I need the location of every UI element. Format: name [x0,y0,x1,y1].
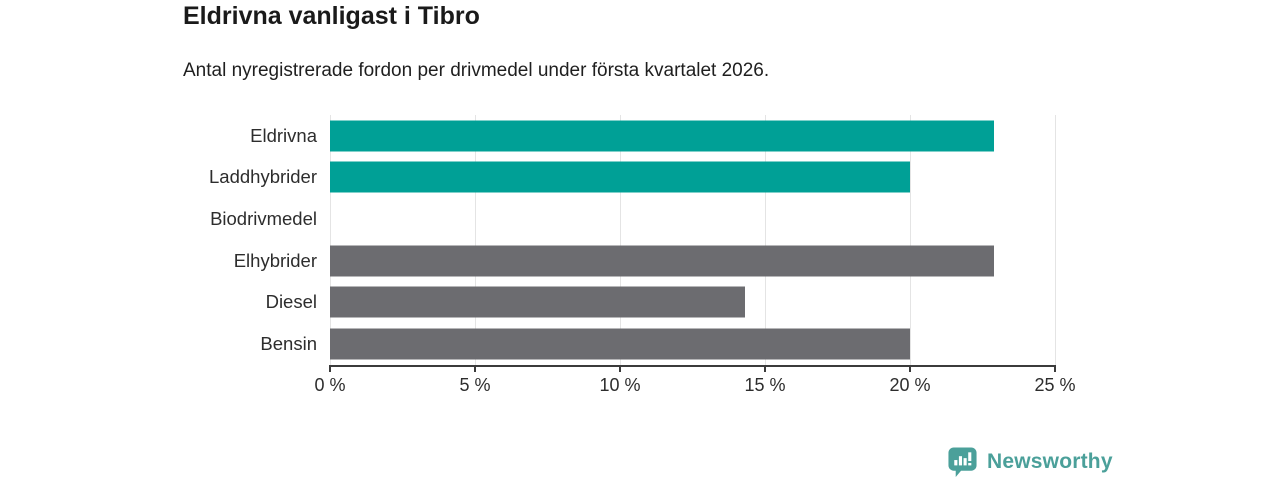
gridline [620,115,621,365]
bar-bensin [330,328,910,360]
bar-row: Elhybrider [234,240,1055,282]
axis-tick [909,365,911,372]
newsworthy-logo[interactable]: Newsworthy [947,446,1113,478]
chart-title: Eldrivna vanligast i Tibro [183,2,480,30]
gridline [765,115,766,365]
axis-tick-label: 0 % [314,375,346,395]
category-label: Diesel [265,291,317,313]
chart-subtitle: Antal nyregistrerade fordon per drivmede… [183,60,770,81]
bar-diesel [330,286,745,318]
axis-tick-label: 10 % [599,375,641,395]
bar-row: Diesel [266,282,1055,324]
gridline [475,115,476,365]
newsworthy-logo-text: Newsworthy [987,450,1113,473]
bar-row: Bensin [260,323,1055,365]
bar-row: Eldrivna [250,115,1055,157]
category-label: Eldrivna [250,124,317,146]
gridline [910,115,911,365]
axis-tick [1054,365,1056,372]
bar-laddhybrider [330,161,910,193]
axis-tick [764,365,766,372]
gridline [330,115,331,365]
gridline [1055,115,1056,365]
category-label: Biodrivmedel [210,208,317,230]
axis-tick-label: 5 % [459,375,491,395]
axis-tick [474,365,476,372]
bar-row: Biodrivmedel [210,198,1055,240]
bar-eldrivna [330,120,995,152]
axis-tick [329,365,331,372]
newsworthy-chart-bubble-icon [947,446,978,478]
bar-elhybrider [330,245,995,277]
bar-row: Laddhybrider [209,157,1055,199]
category-label: Bensin [260,333,317,355]
category-label: Laddhybrider [209,166,317,188]
axis-tick-label: 15 % [744,375,786,395]
axis-tick-label: 25 % [1034,375,1076,395]
plot-area: 0 % 5 % 10 % 15 % 20 % 25 % Eldrivna Laddhybrid… [209,115,1076,395]
axis-tick [619,365,621,372]
category-label: Elhybrider [233,249,317,271]
axis-tick-label: 20 % [889,375,931,395]
